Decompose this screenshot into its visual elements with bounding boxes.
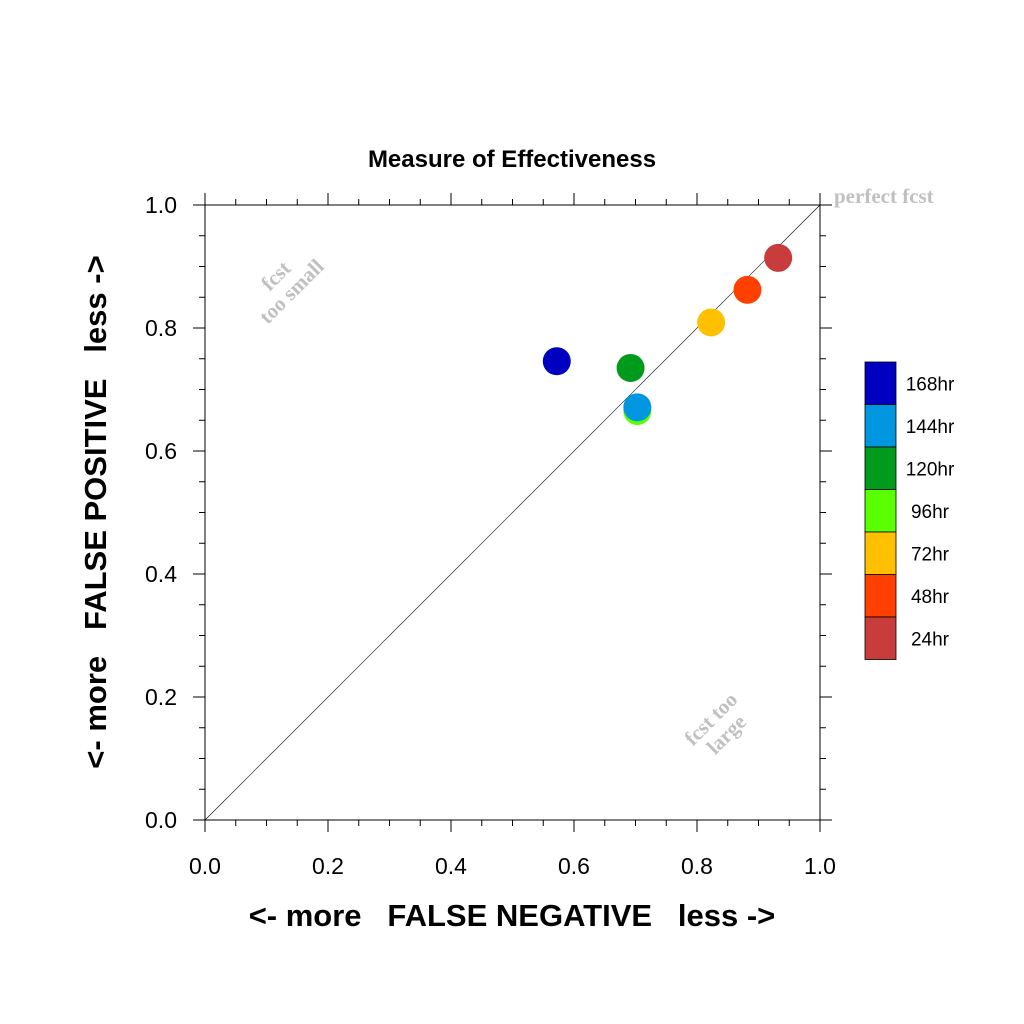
tick-labels: 0.0 0.0 0.2 0.2 0.4 0.4 0.6 0.6 0.8 0.8 1.0 1.0 — [145, 192, 836, 879]
point-120hr — [616, 353, 645, 382]
legend-swatch-144hr — [864, 404, 897, 448]
x-tick-label: 1.0 — [804, 853, 836, 879]
annotation-too-small-line2: too small — [254, 254, 328, 328]
data-points — [542, 243, 793, 426]
legend-swatch-120hr — [864, 446, 897, 490]
legend-swatch-24hr — [864, 616, 897, 660]
point-48hr — [733, 275, 762, 304]
legend-swatch-72hr — [864, 531, 897, 575]
annotation-fcst-too-small: fcst too small — [254, 254, 328, 328]
legend-label-24hr: 24hr — [911, 629, 950, 650]
x-tick-label: 0.8 — [681, 853, 713, 879]
y-tick-label: 0.8 — [145, 315, 177, 341]
y-tick-label: 0.0 — [145, 807, 177, 833]
legend-label-72hr: 72hr — [911, 544, 950, 565]
perfect-forecast-line — [204, 204, 821, 821]
x-tick-label: 0.6 — [558, 853, 590, 879]
legend-label-144hr: 144hr — [906, 417, 955, 438]
y-axis-label: <- more FALSE POSITIVE less -> — [78, 255, 113, 768]
chart-title: Measure of Effectiveness — [368, 146, 656, 173]
legend-label-96hr: 96hr — [911, 502, 950, 523]
annotation-fcst-too-large: fcst too large — [679, 687, 750, 758]
legend-label-120hr: 120hr — [906, 459, 955, 480]
y-tick-label: 0.6 — [145, 438, 177, 464]
y-tick-label: 1.0 — [145, 192, 177, 218]
point-72hr — [697, 308, 726, 337]
point-168hr — [542, 347, 571, 376]
x-tick-label: 0.4 — [435, 853, 467, 879]
legend-label-48hr: 48hr — [911, 587, 950, 608]
legend-swatch-48hr — [864, 574, 897, 618]
point-24hr — [764, 243, 793, 272]
y-tick-label: 0.2 — [145, 684, 177, 710]
legend: 168hr 144hr 120hr 96hr 72hr 48hr 24hr — [864, 361, 955, 660]
x-tick-label: 0.0 — [189, 853, 221, 879]
x-axis-label: <- more FALSE NEGATIVE less -> — [249, 898, 776, 933]
legend-label-168hr: 168hr — [906, 374, 955, 395]
annotation-perfect-fcst: perfect fcst — [834, 184, 934, 208]
point-144hr — [623, 393, 652, 422]
axis-ticks — [193, 193, 832, 832]
legend-swatch-168hr — [864, 361, 897, 405]
legend-swatch-96hr — [864, 489, 897, 533]
y-tick-label: 0.4 — [145, 561, 177, 587]
x-tick-label: 0.2 — [312, 853, 344, 879]
